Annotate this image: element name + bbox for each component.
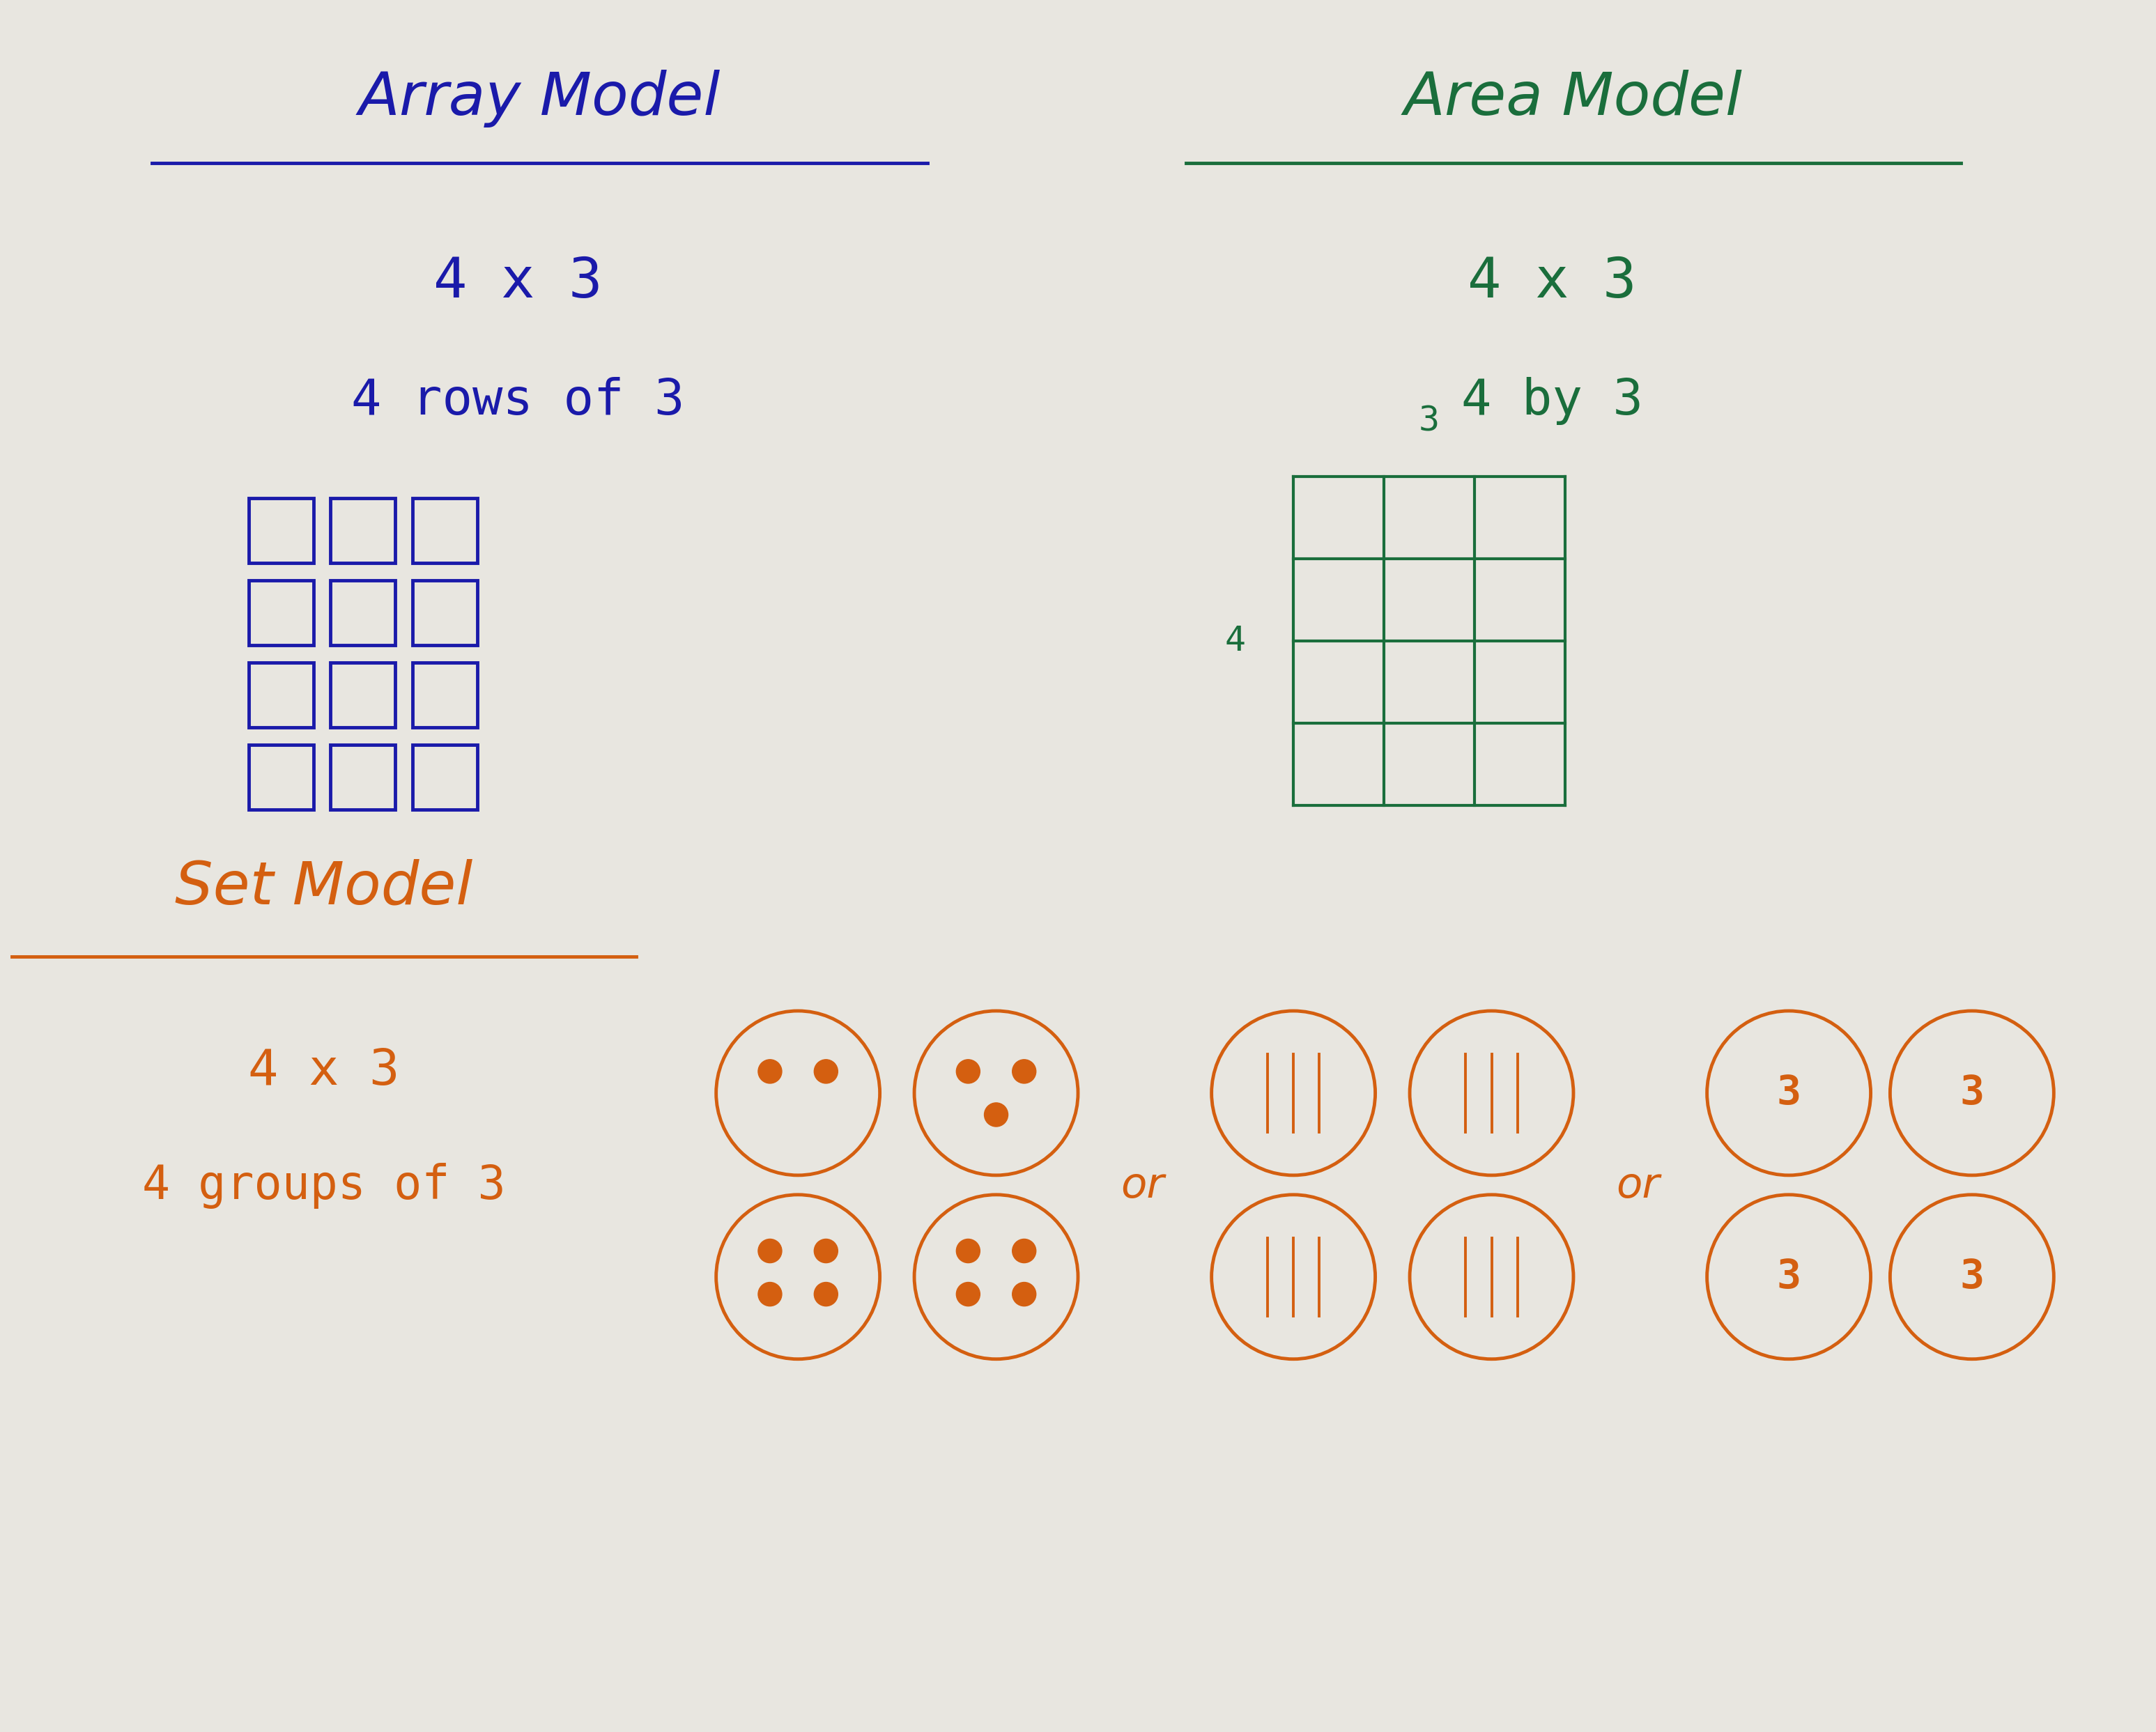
Circle shape bbox=[815, 1238, 839, 1263]
Circle shape bbox=[759, 1060, 783, 1082]
Circle shape bbox=[1013, 1238, 1037, 1263]
Text: Area Model: Area Model bbox=[1404, 69, 1742, 126]
Circle shape bbox=[1013, 1060, 1037, 1082]
Text: 4 x 3: 4 x 3 bbox=[433, 255, 602, 310]
Text: 3: 3 bbox=[1960, 1257, 1984, 1297]
Text: 4 x 3: 4 x 3 bbox=[248, 1048, 399, 1095]
Text: or: or bbox=[1617, 1166, 1660, 1207]
Text: 4 x 3: 4 x 3 bbox=[1468, 255, 1636, 310]
Circle shape bbox=[1013, 1282, 1037, 1306]
Text: 4 rows of 3: 4 rows of 3 bbox=[351, 378, 686, 424]
Text: 3: 3 bbox=[1419, 404, 1440, 438]
Circle shape bbox=[815, 1282, 839, 1306]
Text: 4: 4 bbox=[1225, 624, 1246, 658]
Text: 4 by 3: 4 by 3 bbox=[1462, 378, 1643, 424]
Circle shape bbox=[815, 1060, 839, 1082]
Text: 3: 3 bbox=[1777, 1257, 1800, 1297]
Circle shape bbox=[957, 1282, 981, 1306]
Circle shape bbox=[957, 1060, 981, 1082]
Text: Array Model: Array Model bbox=[358, 69, 720, 126]
Circle shape bbox=[759, 1282, 783, 1306]
Circle shape bbox=[985, 1103, 1009, 1126]
Text: 3: 3 bbox=[1777, 1074, 1800, 1114]
Circle shape bbox=[957, 1238, 981, 1263]
Text: 3: 3 bbox=[1960, 1074, 1984, 1114]
Circle shape bbox=[759, 1238, 783, 1263]
Text: Set Model: Set Model bbox=[175, 859, 472, 916]
Text: 4 groups of 3: 4 groups of 3 bbox=[142, 1164, 507, 1209]
Text: or: or bbox=[1121, 1166, 1164, 1207]
